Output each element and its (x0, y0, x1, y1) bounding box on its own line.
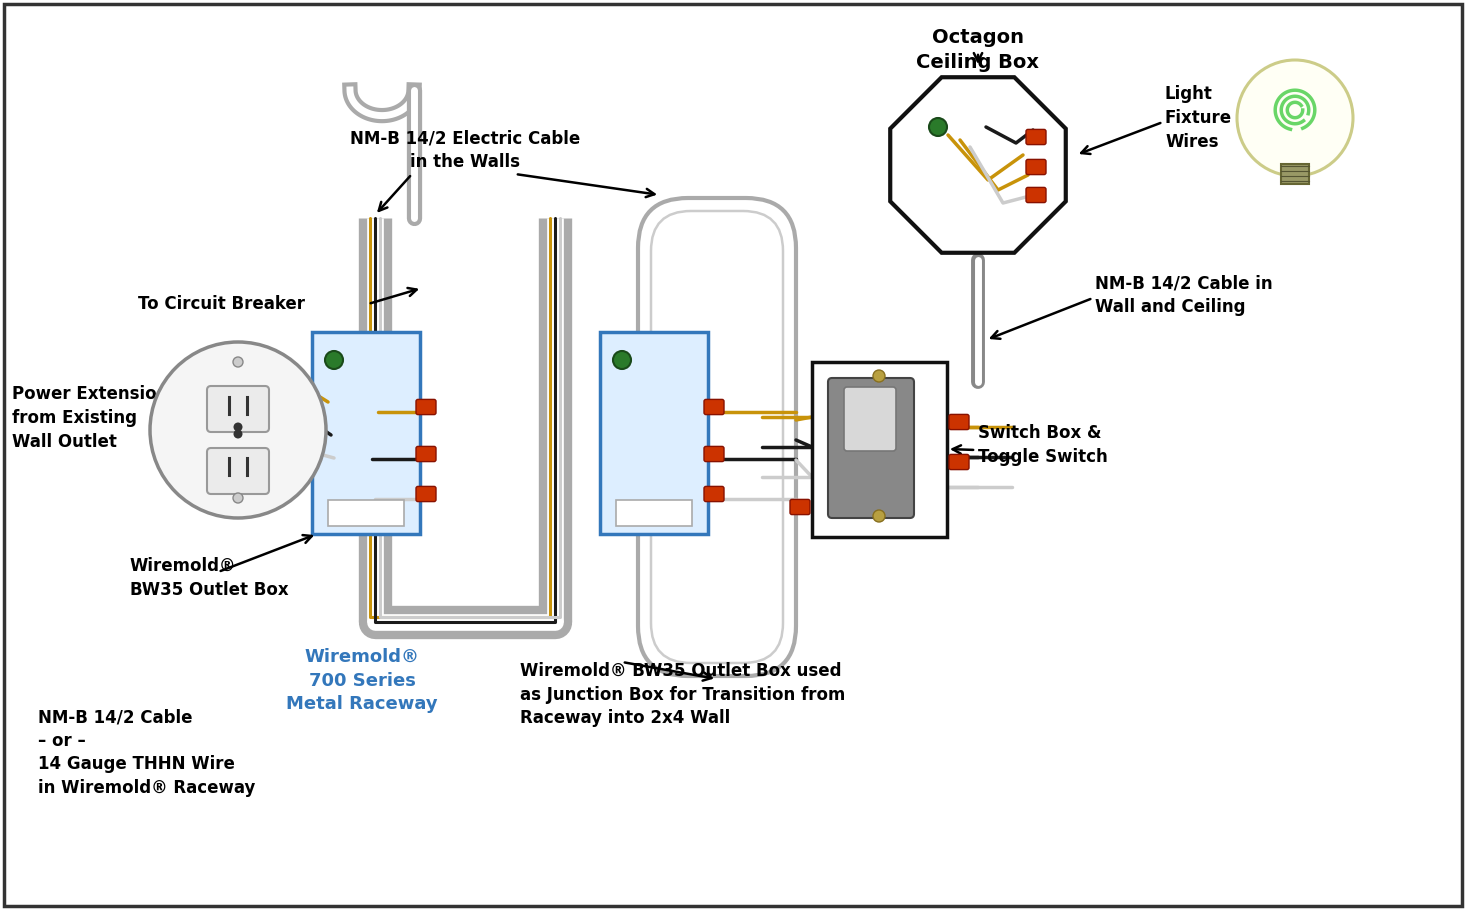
Text: NM-B 14/2 Cable in
Wall and Ceiling: NM-B 14/2 Cable in Wall and Ceiling (1095, 274, 1272, 316)
FancyBboxPatch shape (790, 500, 811, 514)
Text: NM-B 14/2 Cable
– or –
14 Gauge THHN Wire
in Wiremold® Raceway: NM-B 14/2 Cable – or – 14 Gauge THHN Wir… (38, 708, 255, 797)
FancyBboxPatch shape (704, 447, 724, 461)
FancyBboxPatch shape (207, 386, 268, 432)
Text: Switch Box &
Toggle Switch: Switch Box & Toggle Switch (978, 424, 1108, 466)
FancyBboxPatch shape (616, 500, 692, 526)
FancyBboxPatch shape (1281, 164, 1309, 184)
FancyBboxPatch shape (600, 332, 708, 534)
Circle shape (613, 351, 630, 369)
Text: To Circuit Breaker: To Circuit Breaker (138, 295, 305, 313)
FancyBboxPatch shape (416, 399, 435, 415)
Circle shape (1237, 60, 1353, 176)
Text: Octagon
Ceiling Box: Octagon Ceiling Box (916, 28, 1039, 72)
Text: Wiremold®
BW35 Outlet Box: Wiremold® BW35 Outlet Box (130, 557, 289, 599)
FancyBboxPatch shape (828, 378, 913, 518)
FancyBboxPatch shape (328, 500, 405, 526)
Circle shape (233, 493, 243, 503)
FancyBboxPatch shape (704, 399, 724, 415)
Circle shape (233, 357, 243, 367)
FancyBboxPatch shape (416, 447, 435, 461)
Text: Light
Fixture
Wires: Light Fixture Wires (1165, 86, 1231, 150)
Polygon shape (890, 77, 1066, 253)
Text: NM-B 14/2 Electric Cable
in the Walls: NM-B 14/2 Electric Cable in the Walls (350, 129, 581, 171)
Circle shape (325, 351, 343, 369)
FancyBboxPatch shape (949, 454, 969, 470)
FancyBboxPatch shape (207, 448, 268, 494)
Circle shape (233, 430, 242, 439)
Circle shape (929, 118, 947, 136)
FancyBboxPatch shape (949, 414, 969, 430)
FancyBboxPatch shape (416, 487, 435, 501)
Text: Wiremold®
700 Series
Metal Raceway: Wiremold® 700 Series Metal Raceway (286, 648, 438, 713)
FancyBboxPatch shape (844, 387, 896, 451)
FancyBboxPatch shape (1026, 187, 1047, 203)
Circle shape (872, 510, 885, 522)
FancyBboxPatch shape (1026, 159, 1047, 175)
Text: Power Extension
from Existing
Wall Outlet: Power Extension from Existing Wall Outle… (12, 386, 169, 450)
Circle shape (233, 422, 242, 431)
Circle shape (150, 342, 325, 518)
Text: Wiremold® BW35 Outlet Box used
as Junction Box for Transition from
Raceway into : Wiremold® BW35 Outlet Box used as Juncti… (520, 662, 846, 727)
FancyBboxPatch shape (1026, 129, 1047, 145)
FancyBboxPatch shape (812, 362, 947, 537)
FancyBboxPatch shape (704, 487, 724, 501)
Circle shape (872, 370, 885, 382)
FancyBboxPatch shape (312, 332, 419, 534)
